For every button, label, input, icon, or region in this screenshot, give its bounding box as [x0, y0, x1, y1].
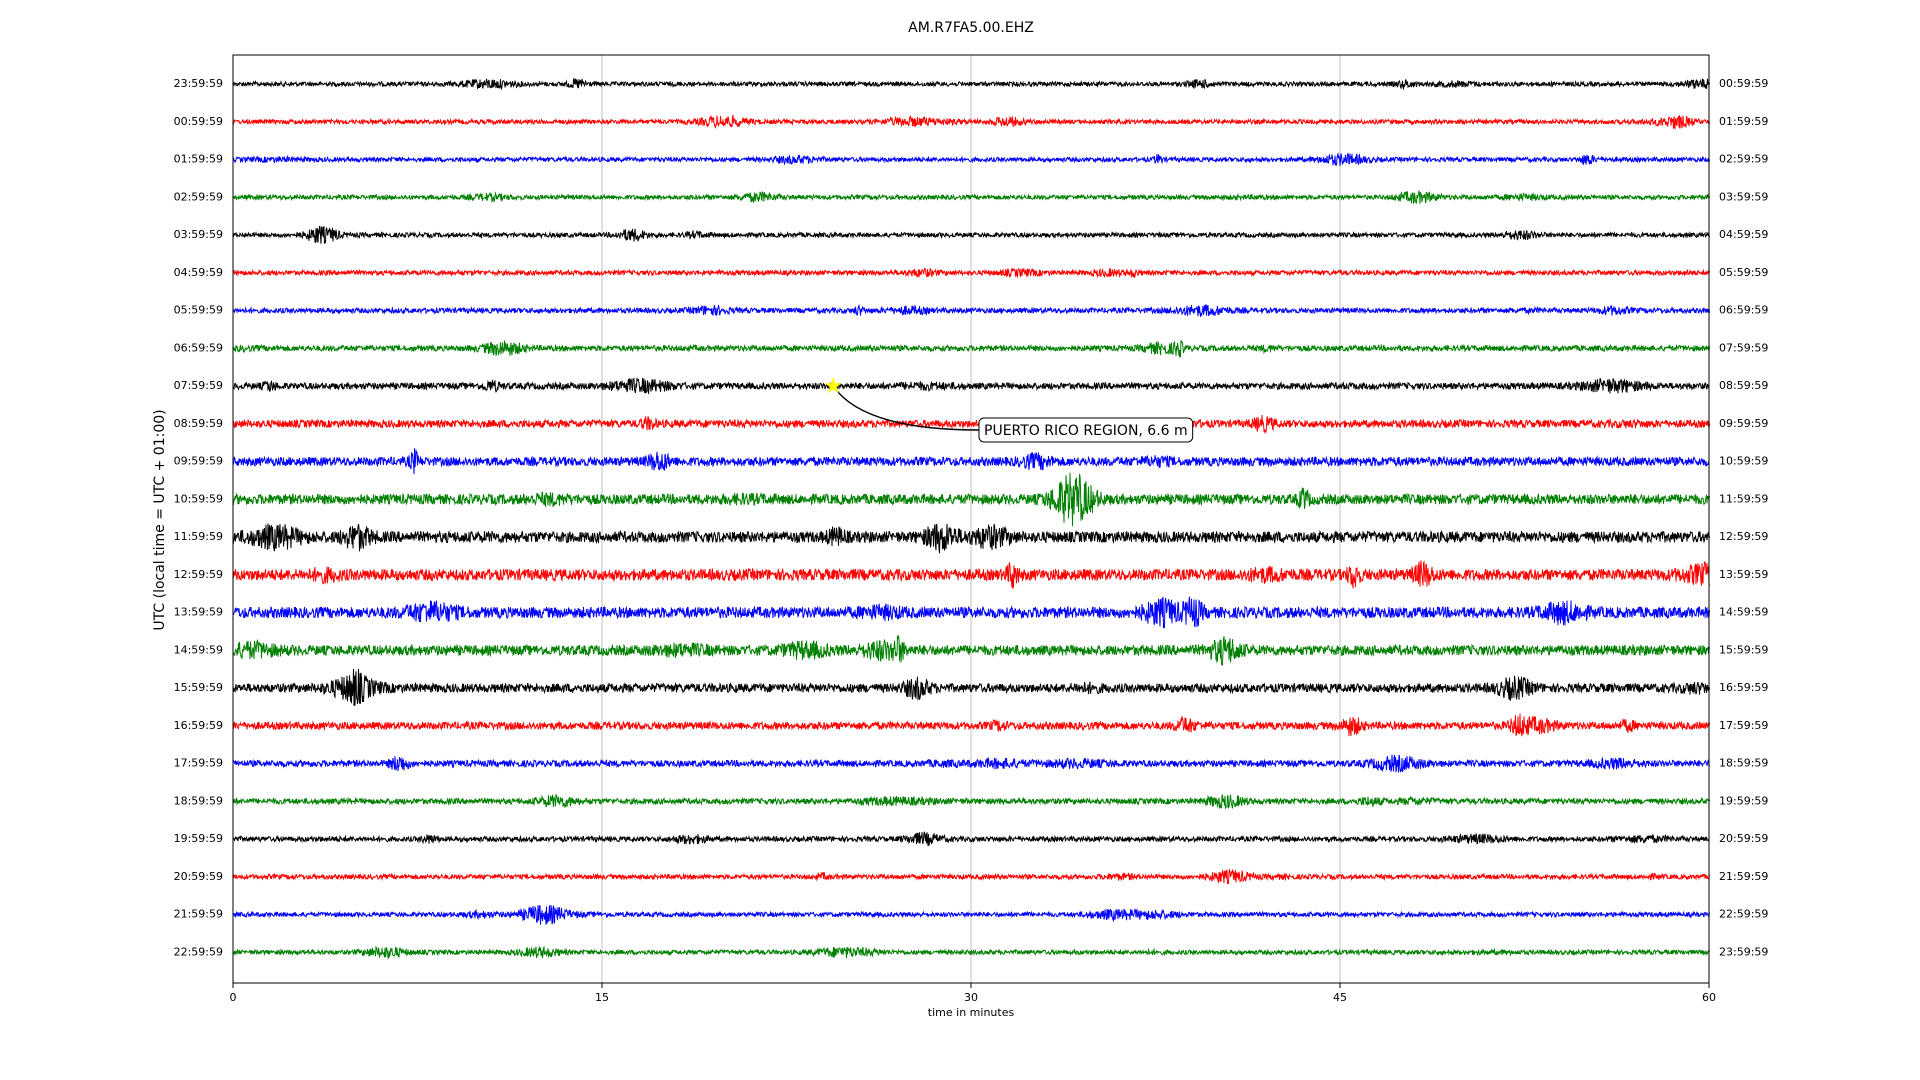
y-tick-label-right: 09:59:59 — [1719, 417, 1768, 430]
x-axis-label: time in minutes — [928, 1006, 1015, 1019]
y-tick-label-right: 16:59:59 — [1719, 681, 1768, 694]
y-tick-label-right: 06:59:59 — [1719, 304, 1768, 317]
y-tick-label-left: 17:59:59 — [174, 757, 223, 770]
trace — [232, 868, 1710, 885]
y-tick-label-left: 20:59:59 — [174, 870, 223, 883]
event-marker — [824, 377, 842, 394]
y-tick-label-left: 04:59:59 — [174, 266, 223, 279]
y-tick-label-right: 02:59:59 — [1719, 153, 1768, 166]
trace — [232, 904, 1710, 925]
y-tick-label-right: 11:59:59 — [1719, 492, 1768, 505]
trace — [232, 560, 1710, 590]
y-tick-label-right: 22:59:59 — [1719, 908, 1768, 921]
y-tick-label-right: 04:59:59 — [1719, 228, 1768, 241]
trace — [232, 152, 1710, 167]
y-tick-label-right: 01:59:59 — [1719, 115, 1768, 128]
y-tick-label-left: 12:59:59 — [174, 568, 223, 581]
y-tick-label-left: 23:59:59 — [174, 77, 223, 90]
traces — [232, 77, 1710, 960]
y-tick-label-right: 12:59:59 — [1719, 530, 1768, 543]
trace — [232, 448, 1710, 475]
trace — [232, 472, 1710, 527]
y-tick-label-right: 17:59:59 — [1719, 719, 1768, 732]
x-tick-label: 30 — [964, 991, 978, 1004]
y-tick-label-left: 05:59:59 — [174, 304, 223, 317]
trace — [232, 668, 1710, 706]
y-tick-label-left: 13:59:59 — [174, 606, 223, 619]
y-tick-label-left: 08:59:59 — [174, 417, 223, 430]
trace — [232, 713, 1710, 737]
y-tick-label-left: 22:59:59 — [174, 945, 223, 958]
y-tick-label-right: 18:59:59 — [1719, 757, 1768, 770]
y-tick-label-left: 06:59:59 — [174, 341, 223, 354]
y-tick-label-right: 05:59:59 — [1719, 266, 1768, 279]
y-tick-label-right: 14:59:59 — [1719, 606, 1768, 619]
trace — [232, 377, 1710, 394]
y-tick-label-left: 03:59:59 — [174, 228, 223, 241]
trace — [232, 114, 1710, 130]
y-tick-label-left: 07:59:59 — [174, 379, 223, 392]
trace — [232, 267, 1710, 279]
y-tick-label-right: 15:59:59 — [1719, 643, 1768, 656]
y-tick-label-left: 10:59:59 — [174, 492, 223, 505]
y-tick-label-left: 21:59:59 — [174, 908, 223, 921]
y-tick-label-left: 15:59:59 — [174, 681, 223, 694]
y-tick-label-right: 23:59:59 — [1719, 945, 1768, 958]
trace — [232, 340, 1710, 359]
y-tick-label-left: 01:59:59 — [174, 153, 223, 166]
trace — [232, 523, 1710, 554]
y-tick-label-left: 00:59:59 — [174, 115, 223, 128]
y-tick-label-right: 00:59:59 — [1719, 77, 1768, 90]
y-tick-label-right: 03:59:59 — [1719, 190, 1768, 203]
plot-frame — [232, 54, 1710, 984]
trace — [232, 634, 1710, 666]
trace — [232, 190, 1710, 205]
x-tick-label: 0 — [230, 991, 237, 1004]
y-tick-label-right: 08:59:59 — [1719, 379, 1768, 392]
x-tick-label: 15 — [595, 991, 609, 1004]
event-label: PUERTO RICO REGION, 6.6 m — [984, 423, 1188, 439]
y-axis-label: UTC (local time = UTC + 01:00) — [152, 409, 168, 630]
trace — [232, 596, 1710, 629]
y-tick-label-right: 21:59:59 — [1719, 870, 1768, 883]
trace — [232, 831, 1710, 846]
y-tick-label-left: 09:59:59 — [174, 455, 223, 468]
event-label-box — [978, 417, 1194, 443]
trace — [232, 225, 1710, 244]
y-tick-label-left: 18:59:59 — [174, 794, 223, 807]
x-tick-label: 60 — [1702, 991, 1716, 1004]
y-tick-label-right: 07:59:59 — [1719, 341, 1768, 354]
y-tick-label-right: 19:59:59 — [1719, 794, 1768, 807]
trace — [232, 303, 1710, 317]
event-connector — [832, 385, 980, 431]
trace — [232, 754, 1710, 773]
trace — [232, 945, 1710, 960]
y-tick-label-left: 14:59:59 — [174, 643, 223, 656]
trace — [232, 793, 1710, 809]
trace — [232, 77, 1710, 91]
x-tick-label: 45 — [1333, 991, 1347, 1004]
y-tick-label-left: 11:59:59 — [174, 530, 223, 543]
trace — [232, 414, 1710, 435]
y-tick-label-right: 20:59:59 — [1719, 832, 1768, 845]
y-tick-label-left: 16:59:59 — [174, 719, 223, 732]
y-tick-label-right: 10:59:59 — [1719, 455, 1768, 468]
y-tick-label-left: 02:59:59 — [174, 190, 223, 203]
chart-title: AM.R7FA5.00.EHZ — [908, 20, 1034, 36]
y-tick-label-right: 13:59:59 — [1719, 568, 1768, 581]
y-tick-label-left: 19:59:59 — [174, 832, 223, 845]
